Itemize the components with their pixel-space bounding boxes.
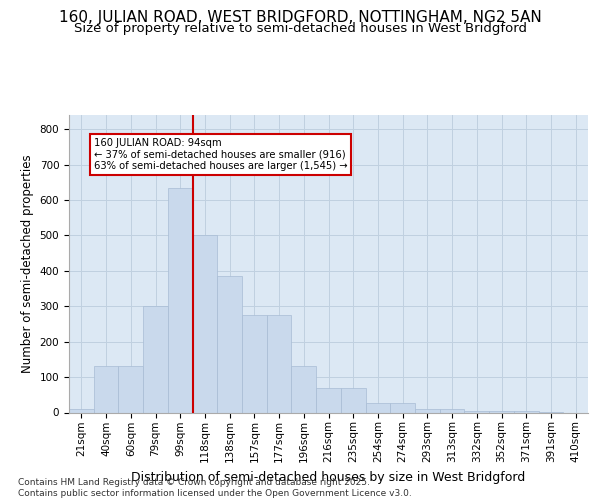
Bar xyxy=(242,315,267,412)
Bar xyxy=(292,366,316,412)
Bar xyxy=(365,402,390,412)
Bar xyxy=(489,410,514,412)
Bar xyxy=(390,402,415,412)
Bar xyxy=(514,410,539,412)
Bar xyxy=(440,409,464,412)
Bar xyxy=(118,366,143,412)
Bar xyxy=(217,276,242,412)
Text: Size of property relative to semi-detached houses in West Bridgford: Size of property relative to semi-detach… xyxy=(74,22,527,35)
Bar xyxy=(341,388,365,412)
Bar xyxy=(94,366,118,412)
Bar xyxy=(464,410,489,412)
Bar xyxy=(316,388,341,412)
Text: Contains HM Land Registry data © Crown copyright and database right 2025.
Contai: Contains HM Land Registry data © Crown c… xyxy=(18,478,412,498)
Bar xyxy=(267,315,292,412)
Bar xyxy=(69,409,94,412)
Bar xyxy=(168,188,193,412)
Text: 160, JULIAN ROAD, WEST BRIDGFORD, NOTTINGHAM, NG2 5AN: 160, JULIAN ROAD, WEST BRIDGFORD, NOTTIN… xyxy=(59,10,541,25)
X-axis label: Distribution of semi-detached houses by size in West Bridgford: Distribution of semi-detached houses by … xyxy=(131,470,526,484)
Y-axis label: Number of semi-detached properties: Number of semi-detached properties xyxy=(21,154,34,373)
Bar xyxy=(193,236,217,412)
Bar xyxy=(143,306,168,412)
Bar xyxy=(415,409,440,412)
Text: 160 JULIAN ROAD: 94sqm
← 37% of semi-detached houses are smaller (916)
63% of se: 160 JULIAN ROAD: 94sqm ← 37% of semi-det… xyxy=(94,138,347,171)
